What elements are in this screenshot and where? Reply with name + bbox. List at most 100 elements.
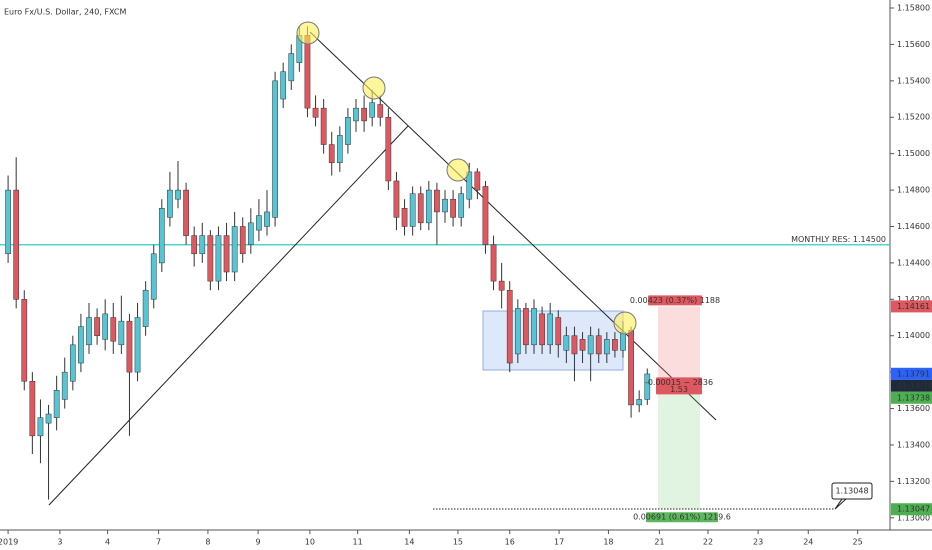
x-tick-label: 15 (453, 538, 463, 547)
candle-body (142, 289, 149, 327)
candle-body (353, 107, 359, 122)
candle-body (393, 180, 400, 218)
stop-label-bg (648, 295, 702, 306)
candle-body (571, 335, 578, 355)
x-tick-label: 16 (505, 538, 515, 547)
candle-body (434, 189, 440, 213)
x-tick-label: 22 (703, 538, 713, 547)
x-tick-label: 3 (57, 538, 62, 547)
candle-body (247, 222, 254, 245)
candle-body (644, 373, 651, 400)
candle-body (506, 289, 513, 364)
callout-label: 1.13048 (835, 487, 868, 496)
candle-body (450, 198, 456, 218)
candle-body (514, 308, 521, 355)
candle-body (442, 198, 448, 213)
candle-body (239, 226, 246, 255)
entry-label-bg (656, 377, 702, 395)
candle-body (620, 331, 626, 351)
x-tick-label: 9 (256, 538, 261, 547)
candle-body (595, 335, 602, 355)
candle-body (264, 211, 270, 227)
resistance-label: MONTHLY RES: 1.14500 (791, 235, 886, 244)
price-tag-label: 1.13791 (897, 369, 930, 378)
x-tick-label: 23 (753, 538, 763, 547)
candle-body (409, 193, 416, 227)
candle-body (167, 189, 173, 218)
candles (5, 26, 651, 500)
candle-body (110, 317, 117, 342)
candle-body (320, 107, 327, 145)
x-tick-label: 2019 (0, 538, 18, 547)
highlight-circle (446, 158, 470, 182)
x-tick-label: 14 (404, 538, 414, 547)
candle-body (361, 107, 367, 122)
candle-body (579, 339, 586, 351)
y-tick-label: 1.15200 (897, 113, 930, 122)
candle-body (547, 313, 554, 346)
y-tick-label: 1.15800 (897, 4, 930, 13)
x-tick-label: 8 (205, 538, 210, 547)
y-tick-label: 1.13200 (897, 477, 930, 486)
candle-body (199, 235, 206, 255)
y-tick-label: 1.13400 (897, 440, 930, 449)
y-tick-label: 1.13600 (897, 404, 930, 413)
y-tick-label: 1.14400 (897, 258, 930, 267)
x-tick-label: 21 (654, 538, 664, 547)
price-tag (891, 503, 932, 516)
highlight-circle (296, 21, 320, 45)
x-tick-label: 11 (353, 538, 363, 547)
candle-body (215, 235, 222, 282)
candle-body (207, 235, 214, 282)
highlight-circle (362, 76, 386, 100)
candle-body (13, 189, 20, 300)
callout-box (831, 482, 873, 500)
candle-body (183, 189, 189, 236)
price-tag-label: 1.14161 (897, 302, 930, 311)
x-tick-label: 17 (554, 538, 564, 547)
candle-body (498, 280, 505, 291)
x-tick-label: 4 (105, 538, 110, 547)
price-tag (891, 367, 932, 380)
countdown: 01:14:19 (897, 381, 932, 390)
target-label-bg (646, 512, 718, 523)
candle-body (29, 380, 36, 437)
candle-body (223, 235, 230, 273)
target-zone (658, 383, 700, 510)
candle-body (86, 317, 92, 346)
candle-body (482, 186, 489, 245)
candle-body (612, 339, 618, 351)
price-tag-label: 1.13738 (897, 393, 930, 402)
candle-body (272, 80, 278, 218)
candle-body (21, 299, 28, 382)
candle-body (336, 135, 343, 164)
candle-body (256, 215, 262, 231)
stop-zone (658, 306, 700, 384)
countdown-bg (891, 379, 932, 392)
candle-body (158, 208, 165, 264)
candle-body (53, 390, 60, 418)
candle-body (425, 189, 432, 224)
x-tick-label: 7 (156, 538, 161, 547)
candle-body (288, 53, 295, 82)
candle-body (150, 253, 157, 300)
candle-body (628, 330, 634, 406)
candle-body (5, 189, 11, 255)
candle-body (603, 339, 610, 355)
y-tick-label: 1.14600 (897, 222, 930, 231)
candle-body (304, 35, 311, 109)
x-tick-label: 18 (603, 538, 613, 547)
price-tag (891, 391, 932, 404)
x-tick-label: 24 (803, 538, 813, 547)
candle-body (118, 320, 125, 346)
candle-body (369, 102, 376, 118)
trend-line (48, 125, 409, 506)
candle-body (191, 235, 198, 255)
candle-body (37, 417, 44, 437)
highlights (296, 21, 637, 335)
candle-body (377, 104, 384, 118)
x-tick-label: 25 (853, 538, 863, 547)
